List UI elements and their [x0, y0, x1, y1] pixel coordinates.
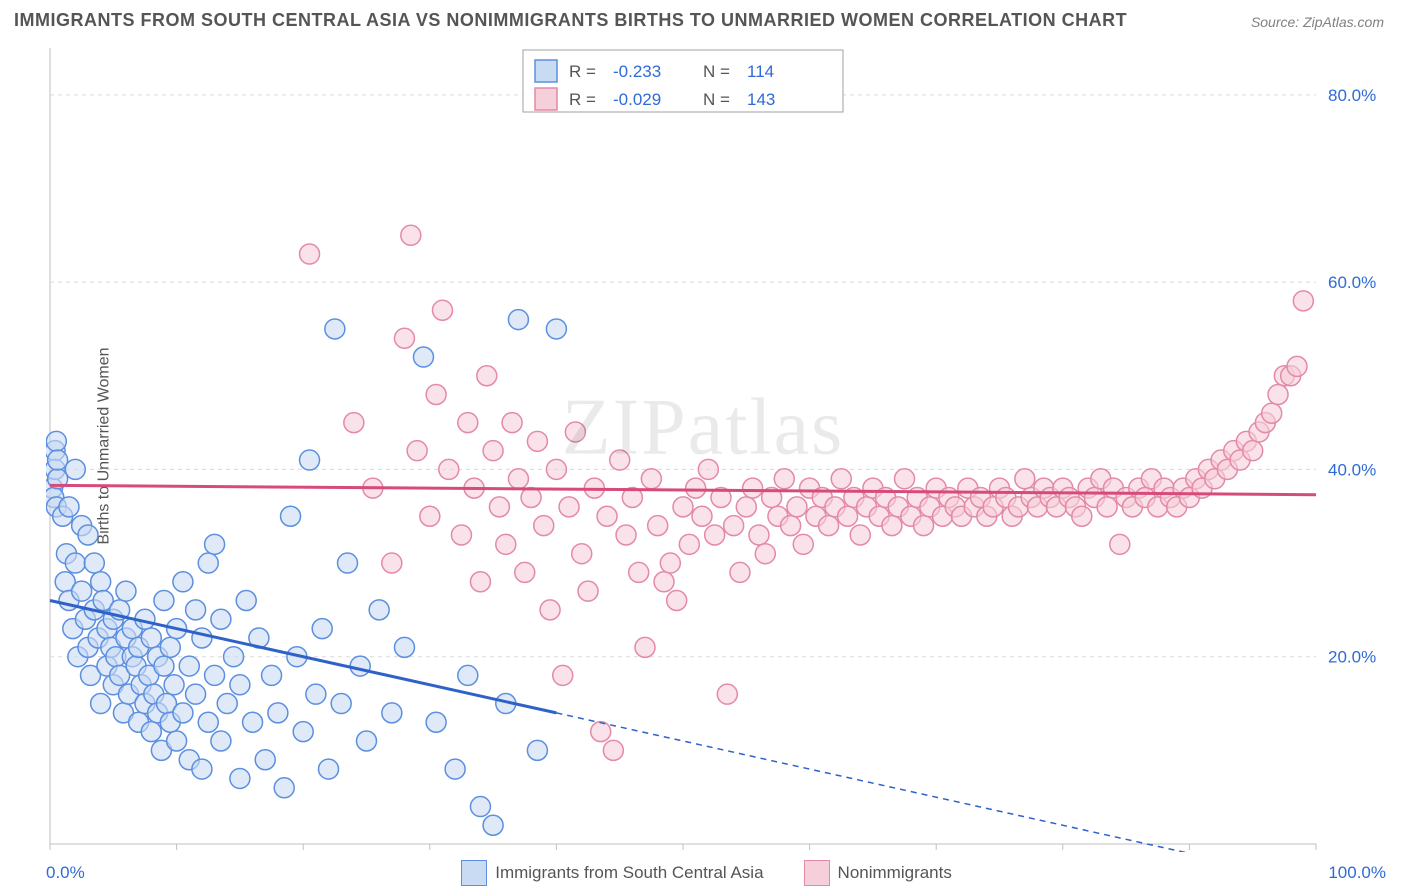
svg-text:R =: R = — [569, 62, 596, 81]
svg-text:143: 143 — [747, 90, 775, 109]
legend-item: Immigrants from South Central Asia — [461, 860, 763, 886]
scatter-plot: 20.0% 40.0% 60.0% 80.0% R = -0.233 N = 114 R = -0… — [46, 44, 1386, 852]
svg-text:R =: R = — [569, 90, 596, 109]
legend-label: Nonimmigrants — [838, 863, 952, 882]
svg-text:80.0%: 80.0% — [1328, 86, 1376, 105]
x-axis-max: 100.0% — [1328, 863, 1386, 883]
x-axis-bar: 0.0% Immigrants from South Central Asia N… — [46, 858, 1386, 888]
svg-text:N =: N = — [703, 62, 730, 81]
x-axis-min: 0.0% — [46, 863, 85, 883]
svg-text:114: 114 — [747, 62, 774, 81]
svg-text:-0.029: -0.029 — [613, 90, 661, 109]
svg-text:N =: N = — [703, 90, 730, 109]
chart-title: IMMIGRANTS FROM SOUTH CENTRAL ASIA VS NO… — [14, 10, 1127, 31]
svg-text:-0.233: -0.233 — [613, 62, 661, 81]
legend-bottom: Immigrants from South Central Asia Nonimm… — [461, 860, 952, 886]
source-attribution: Source: ZipAtlas.com — [1251, 14, 1384, 30]
svg-text:40.0%: 40.0% — [1328, 460, 1376, 479]
legend-item: Nonimmigrants — [804, 860, 952, 886]
legend-label: Immigrants from South Central Asia — [495, 863, 763, 882]
legend-swatch — [804, 860, 830, 886]
svg-text:60.0%: 60.0% — [1328, 273, 1376, 292]
svg-text:20.0%: 20.0% — [1328, 648, 1376, 667]
legend-swatch — [461, 860, 487, 886]
